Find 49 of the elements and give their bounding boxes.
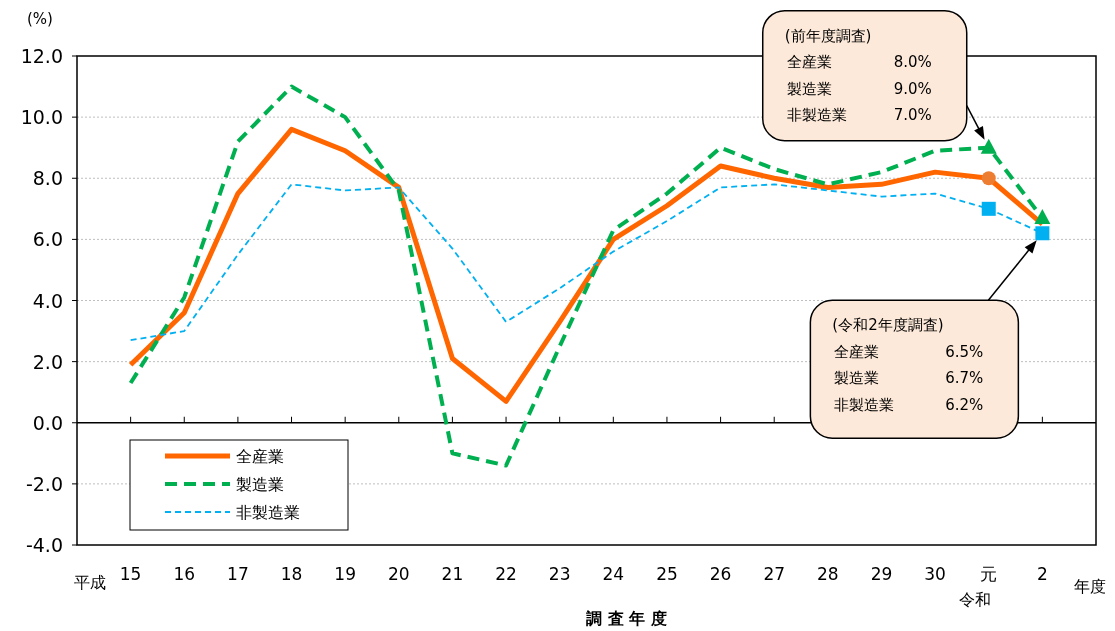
- legend-label: 製造業: [236, 475, 284, 494]
- y-tick-label: -4.0: [25, 534, 63, 556]
- annotation: 非製造業: [834, 395, 895, 414]
- text: 年度: [1074, 577, 1106, 596]
- annotation: 全産業: [834, 342, 880, 361]
- annotation: 6.5%: [945, 342, 984, 361]
- x-tick-label: 19: [334, 564, 356, 584]
- annotation: 非製造業: [786, 106, 847, 125]
- annotation: 7.0%: [893, 106, 932, 125]
- x-tick-label: 21: [441, 564, 464, 584]
- annotation: 製造業: [786, 79, 832, 98]
- x-tick-label: 27: [763, 564, 786, 584]
- x-axis-title: 調 査 年 度: [586, 609, 667, 628]
- text: 平成: [74, 573, 106, 592]
- y-axis-title: (%): [27, 10, 53, 28]
- annotation: 製造業: [834, 369, 880, 388]
- x-tick-label: 15: [119, 564, 142, 584]
- annotation: 8.0%: [893, 53, 932, 72]
- y-tick-label: 2.0: [32, 350, 63, 373]
- annotation: 6.2%: [945, 395, 984, 414]
- x-tick-label: 29: [870, 564, 893, 584]
- text: (前年度調査): [784, 26, 872, 45]
- y-tick-label: 4.0: [32, 289, 63, 312]
- annotation: 全産業: [786, 53, 832, 72]
- annotation: (令和2年度調査): [832, 316, 944, 335]
- y-tick-label: -2.0: [25, 472, 63, 495]
- y-tick-label: 12.0: [20, 45, 63, 67]
- x-tick-label: 23: [548, 564, 571, 584]
- x-tick-label: 24: [602, 564, 625, 584]
- y-tick-label: 0.0: [32, 411, 63, 434]
- x-tick-label: 17: [227, 564, 249, 584]
- x-tick-label: 2: [1036, 564, 1048, 584]
- annotation: 6.7%: [945, 369, 984, 388]
- x-tick-label: 25: [656, 564, 678, 584]
- x-tick-label: 16: [173, 564, 196, 584]
- x-tick-label: 元: [980, 564, 998, 584]
- x-tick-label: 28: [817, 564, 839, 584]
- text: 令和: [959, 590, 991, 609]
- legend-label: 全産業: [236, 447, 284, 466]
- y-tick-label: 8.0: [32, 167, 63, 190]
- legend-label: 非製造業: [236, 503, 300, 522]
- y-tick-label: 10.0: [20, 106, 63, 129]
- x-tick-label: 18: [280, 564, 303, 584]
- x-tick-label: 20: [387, 564, 410, 584]
- x-tick-label: 30: [924, 564, 946, 584]
- x-tick-label: 22: [495, 564, 517, 584]
- annotation: 9.0%: [893, 79, 932, 98]
- x-tick-label: 26: [709, 564, 732, 584]
- y-tick-label: 6.0: [32, 228, 63, 251]
